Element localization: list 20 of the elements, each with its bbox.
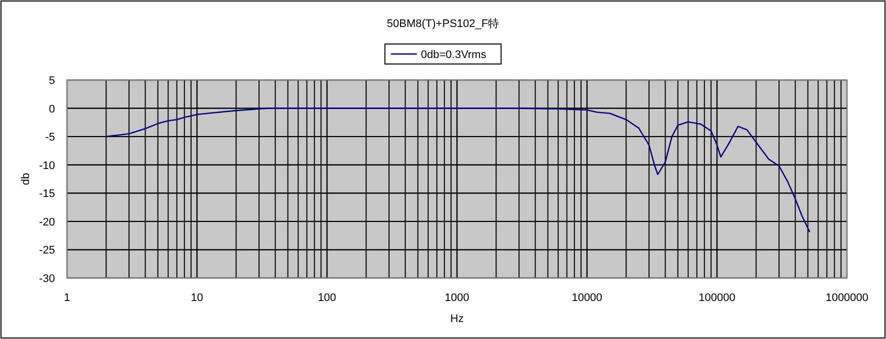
legend: 0db=0.3Vrms	[384, 44, 502, 64]
x-tick-label: 100000	[698, 292, 736, 304]
y-tick-label: -25	[39, 244, 55, 257]
y-tick-label: -20	[39, 216, 55, 228]
y-tick-label: 5	[48, 75, 55, 87]
x-tick-label: 10000	[572, 292, 602, 304]
x-tick-label: 1000	[444, 292, 470, 304]
legend-label: 0db=0.3Vrms	[420, 49, 487, 61]
y-tick-label: -15	[39, 188, 55, 200]
x-tick-label: 1000000	[826, 292, 868, 304]
y-tick-label: -30	[39, 273, 55, 285]
chart-title: 50BM8(T)+PS102_F特	[386, 18, 500, 30]
y-tick-label: -10	[39, 160, 55, 172]
x-tick-label: 100	[318, 292, 336, 304]
y-tick-label: -5	[45, 132, 55, 144]
x-axis-title: Hz	[450, 313, 464, 325]
x-tick-label: 1	[64, 292, 70, 304]
y-tick-label: 0	[48, 103, 55, 116]
x-tick-label: 10	[190, 292, 204, 304]
y-axis-title: db	[20, 172, 32, 186]
